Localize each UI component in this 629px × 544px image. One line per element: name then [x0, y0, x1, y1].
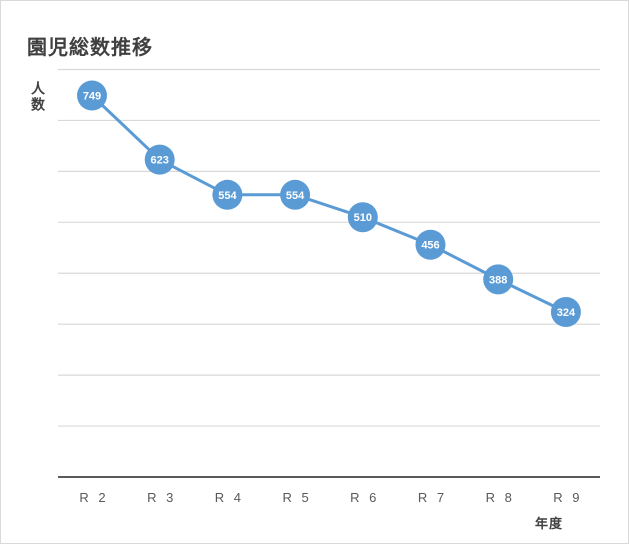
data-point	[550, 296, 581, 327]
data-label: 456	[421, 240, 439, 252]
data-point	[144, 144, 175, 175]
data-point	[77, 80, 107, 111]
data-point	[483, 264, 514, 295]
x-tick-label: R 7	[418, 490, 447, 505]
x-tick-label: R 3	[147, 490, 176, 505]
data-point	[347, 202, 378, 233]
y-axis-label: 人数	[29, 81, 45, 113]
x-tick-label: R 5	[282, 490, 311, 505]
x-tick-label: R 4	[215, 490, 244, 505]
x-tick-label: R 9	[553, 490, 582, 505]
data-label: 554	[218, 190, 237, 202]
data-label: 388	[489, 274, 507, 286]
data-label: 324	[557, 307, 576, 319]
x-axis-label: 年度	[535, 517, 564, 532]
data-point	[280, 179, 311, 210]
data-label: 510	[354, 212, 372, 224]
x-tick-label: R 2	[79, 490, 108, 505]
x-tick-label: R 8	[486, 490, 515, 505]
x-tick-label: R 6	[350, 490, 379, 505]
data-label: 554	[286, 190, 305, 202]
data-label: 623	[151, 155, 169, 167]
chart-title: 園児総数推移	[27, 35, 153, 59]
data-point	[212, 179, 243, 210]
data-label: 749	[83, 90, 101, 102]
data-point	[415, 229, 446, 260]
